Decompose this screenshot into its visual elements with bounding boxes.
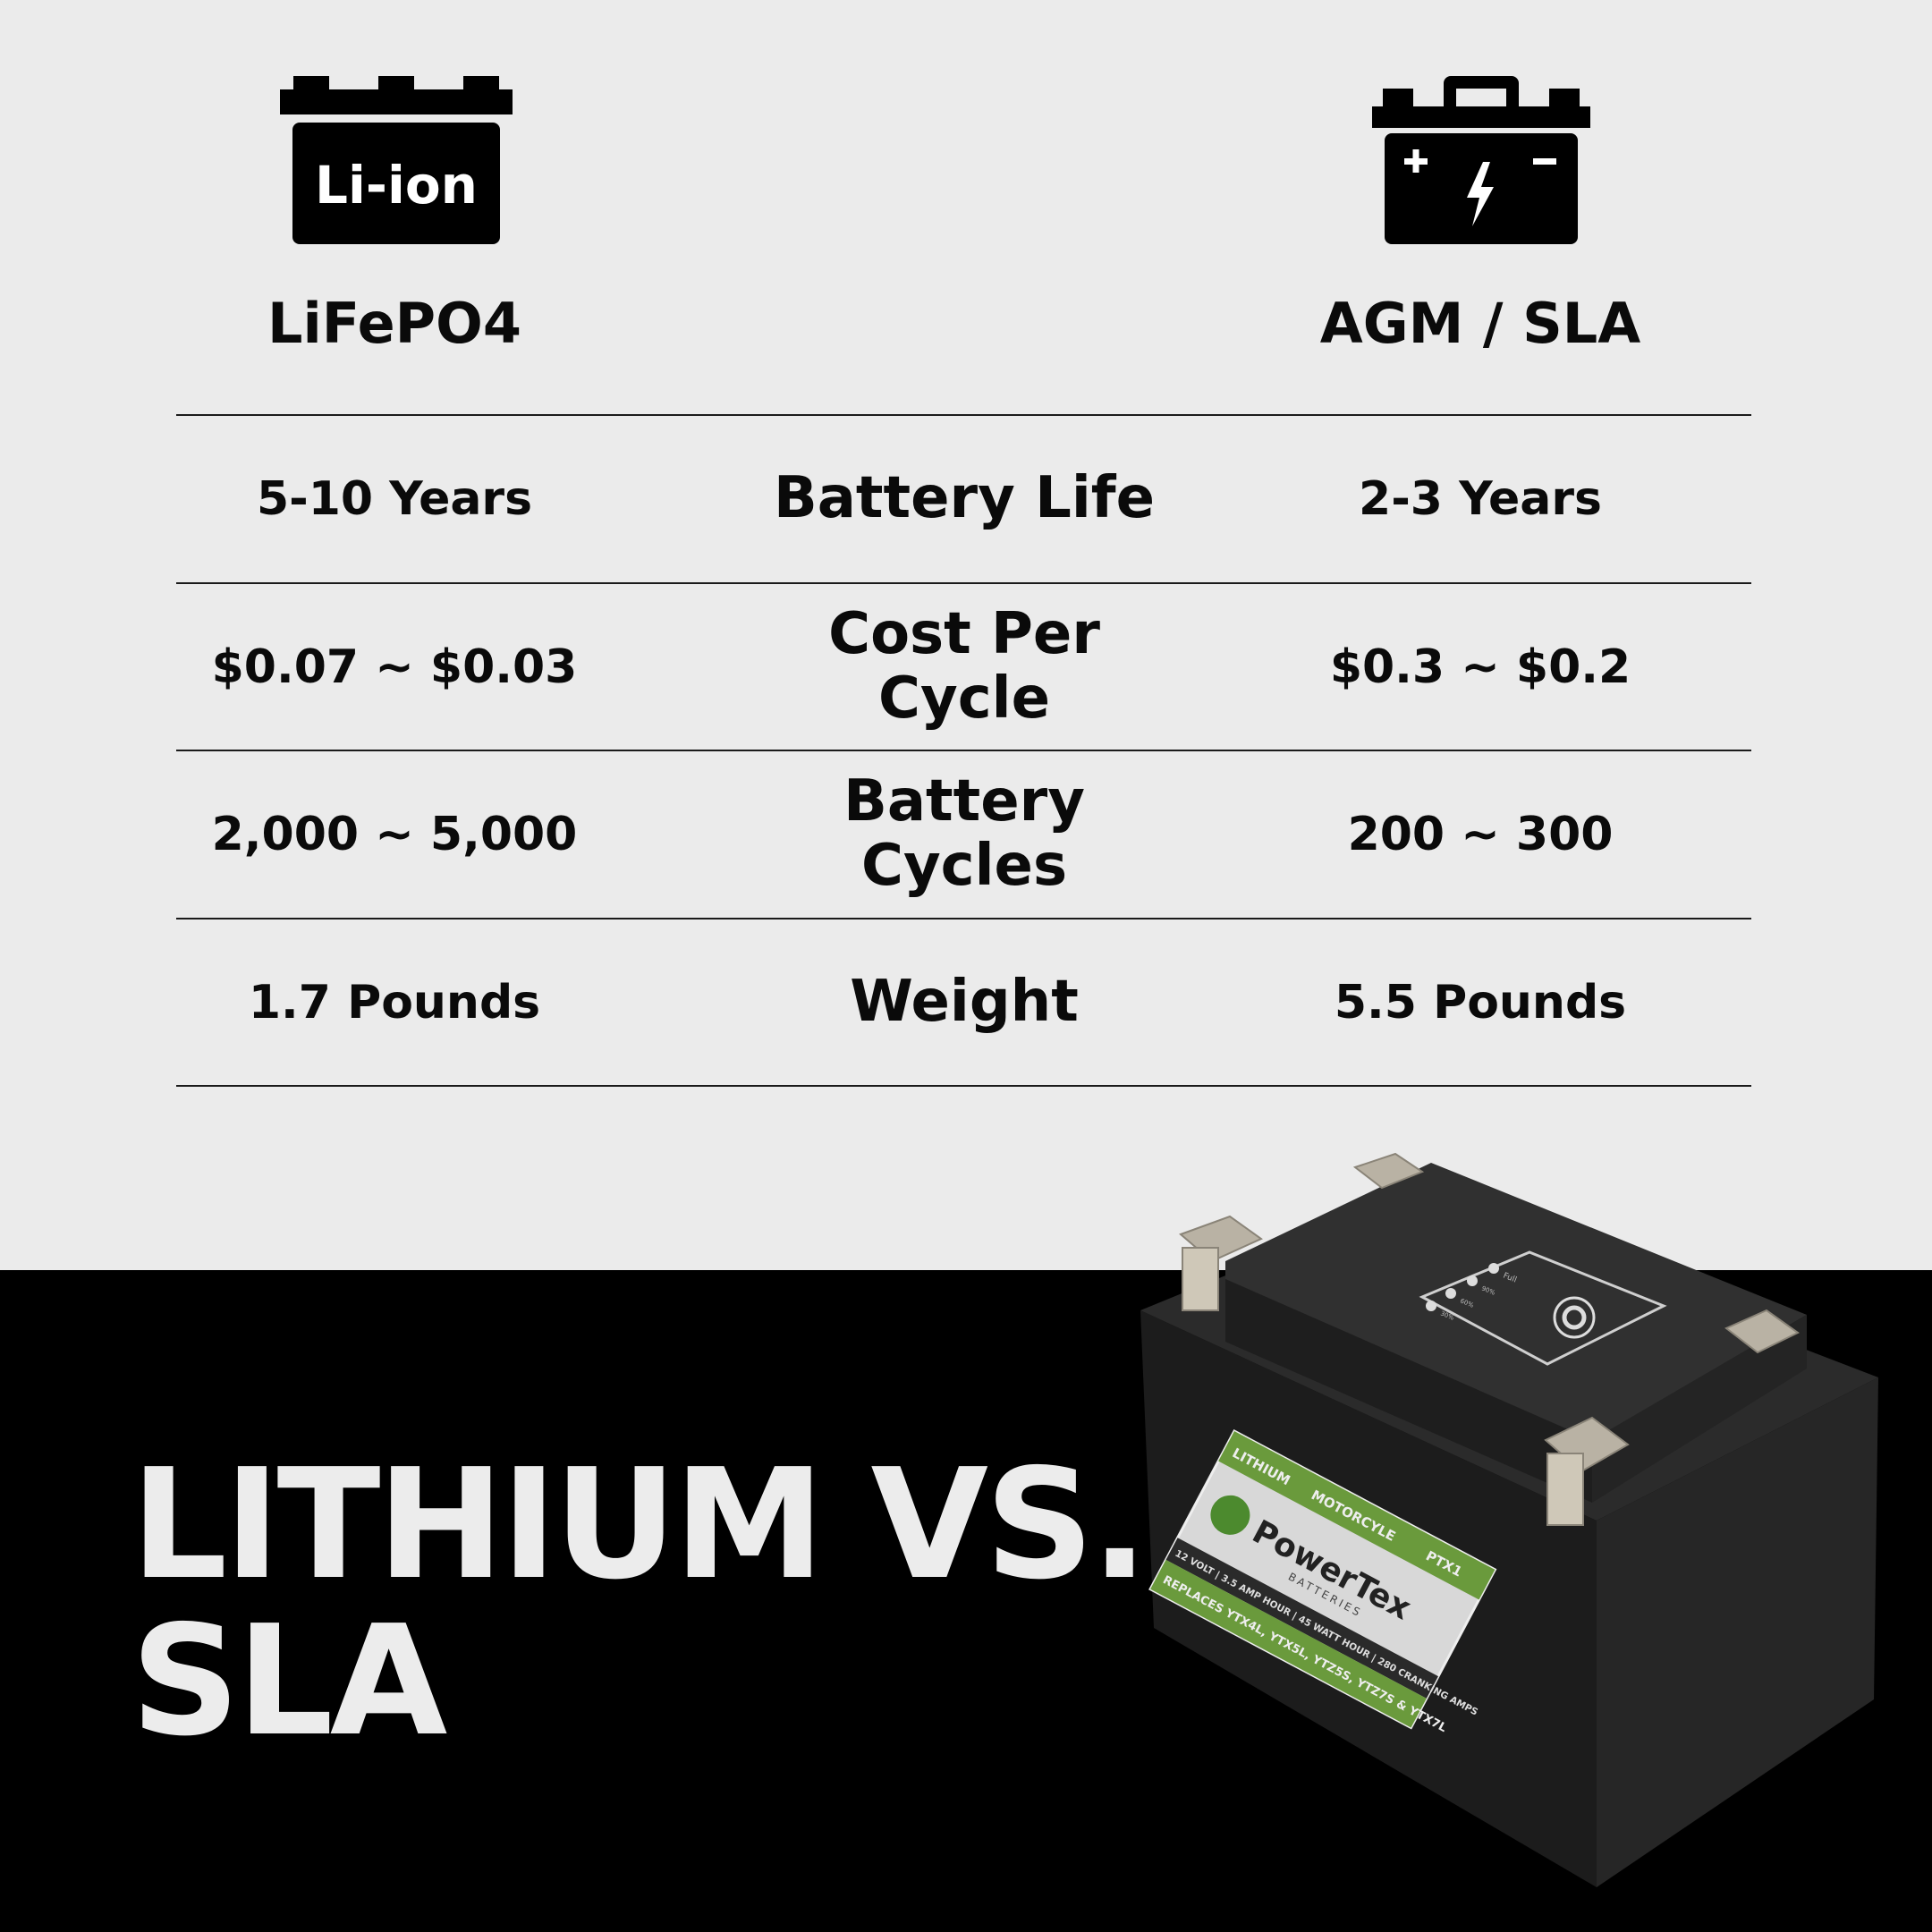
indicator-led-30 — [1426, 1301, 1436, 1311]
metric-battery-life: Battery Life — [773, 465, 1156, 532]
lifepo4-battery-life: 5-10 Years — [256, 471, 533, 526]
agm-cost-per-cycle: $0.3 ~ $0.2 — [1329, 640, 1631, 694]
lifepo4-heading: LiFePO4 — [267, 291, 521, 356]
divider — [176, 918, 1751, 919]
li-ion-icon-label: Li-ion — [315, 155, 478, 216]
agm-weight: 5.5 Pounds — [1334, 975, 1627, 1030]
lifepo4-weight: 1.7 Pounds — [248, 975, 541, 1030]
title-line-1: LITHIUM VS. — [131, 1436, 1148, 1614]
agm-battery-cycles: 200 ~ 300 — [1347, 807, 1614, 861]
agm-battery-life: 2-3 Years — [1359, 471, 1602, 526]
indicator-led-90 — [1467, 1275, 1478, 1286]
power-icon — [1553, 1296, 1596, 1339]
metric-weight: Weight — [850, 969, 1079, 1036]
battery-terminals — [1179, 1152, 1800, 1526]
indicator-led-60 — [1445, 1288, 1456, 1299]
li-ion-battery-icon: Li-ion — [280, 76, 513, 244]
divider — [176, 1085, 1751, 1087]
divider — [176, 582, 1751, 584]
lifepo4-battery-cycles: 2,000 ~ 5,000 — [211, 807, 578, 861]
indicator-led-full — [1488, 1263, 1499, 1274]
dinosaur-logo-icon — [1210, 1495, 1250, 1535]
divider — [176, 750, 1751, 751]
agm-heading: AGM / SLA — [1319, 291, 1641, 356]
metric-battery-cycles: Battery Cycles — [843, 768, 1085, 899]
lifepo4-cost-per-cycle: $0.07 ~ $0.03 — [211, 640, 578, 694]
metric-cost-per-cycle: Cost Per Cycle — [828, 601, 1100, 732]
divider — [176, 414, 1751, 416]
car-battery-icon — [1372, 76, 1590, 244]
title-line-2: SLA — [131, 1593, 447, 1770]
battery-label: LITHIUM MOTORCYLE PTX1 PowerTex BATTERIE… — [1148, 1428, 1497, 1735]
battery-product-image: Full 90% 60% 30% LITHIUM MOTORCYLE PTX1 … — [1140, 1152, 1878, 1887]
